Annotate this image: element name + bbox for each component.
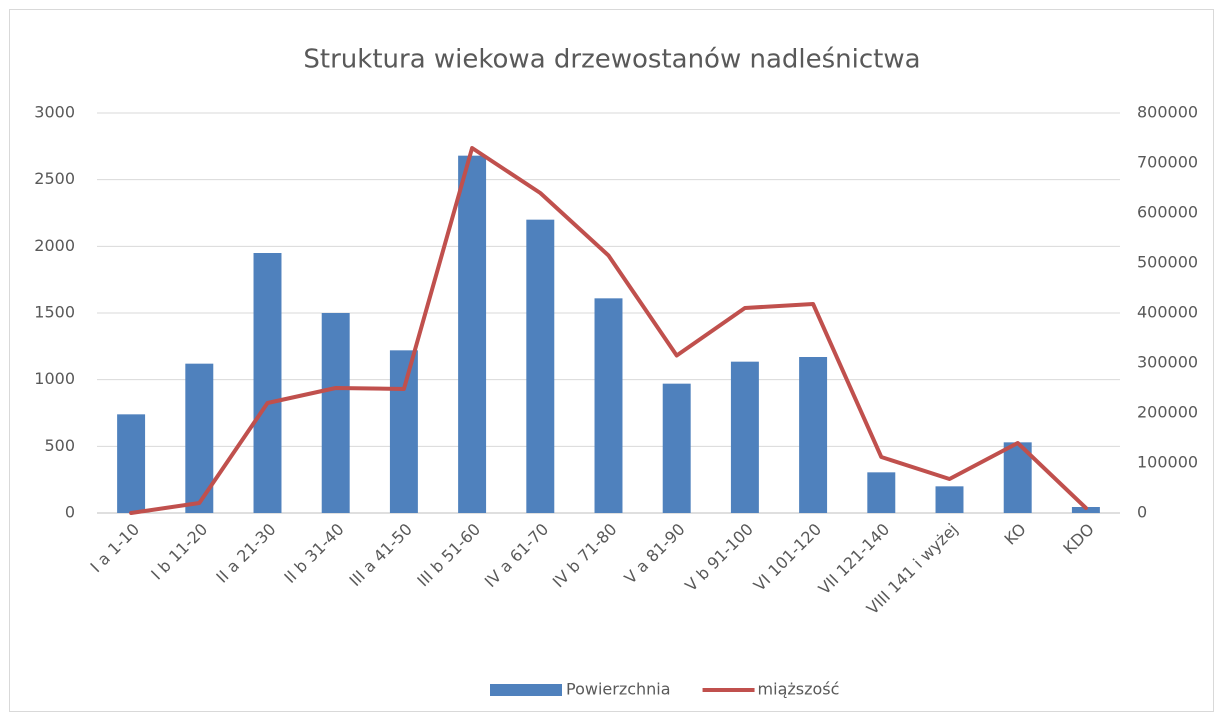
bar xyxy=(662,383,691,513)
bar xyxy=(321,313,350,513)
y2-tick-label: 0 xyxy=(1137,503,1147,522)
bar xyxy=(526,219,555,513)
y2-tick-label: 300000 xyxy=(1137,353,1198,372)
bar xyxy=(730,361,759,513)
y2-tick-label: 400000 xyxy=(1137,303,1198,322)
y-tick-label: 1500 xyxy=(34,303,75,322)
bar xyxy=(935,486,964,513)
bar xyxy=(867,472,896,513)
y-tick-label: 2500 xyxy=(34,169,75,188)
bar xyxy=(117,414,146,513)
legend-label: Powierzchnia xyxy=(566,680,671,699)
y-tick-label: 0 xyxy=(65,503,75,522)
bar xyxy=(458,155,487,513)
bar xyxy=(253,253,282,513)
bar xyxy=(594,298,623,513)
line xyxy=(129,146,1088,515)
legend-swatch xyxy=(490,684,562,696)
y2-tick-label: 600000 xyxy=(1137,203,1198,222)
y-tick-label: 1000 xyxy=(34,369,75,388)
legend-label: miąższość xyxy=(758,680,840,699)
y2-tick-label: 200000 xyxy=(1137,403,1198,422)
y-tick-label: 2000 xyxy=(34,236,75,255)
y2-tick-label: 100000 xyxy=(1137,453,1198,472)
y2-tick-label: 800000 xyxy=(1137,103,1198,122)
bar xyxy=(389,350,418,513)
y2-tick-label: 700000 xyxy=(1137,153,1198,172)
y-tick-label: 3000 xyxy=(34,103,75,122)
y2-tick-label: 500000 xyxy=(1137,253,1198,272)
y-tick-label: 500 xyxy=(44,436,75,455)
chart-title: Struktura wiekowa drzewostanów nadleśnic… xyxy=(303,45,920,75)
bar xyxy=(799,357,828,513)
